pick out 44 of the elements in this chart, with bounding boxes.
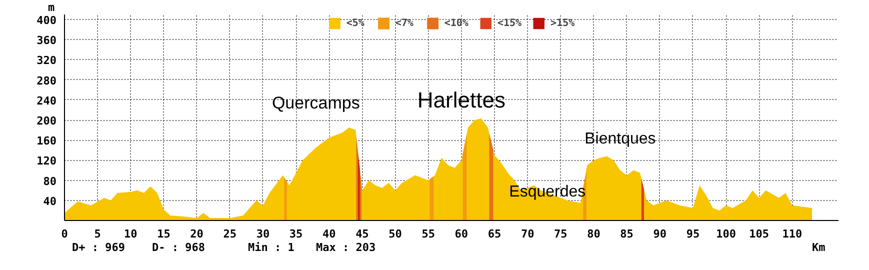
x-tick-label: 25 xyxy=(223,228,237,240)
x-tick-label: 55 xyxy=(422,228,435,240)
y-tick-label: 80 xyxy=(43,174,57,188)
x-tick-label: 5 xyxy=(94,228,101,240)
x-tick-label: 85 xyxy=(620,228,634,240)
x-tick-label: 80 xyxy=(587,228,600,240)
text: D+ : 969 xyxy=(72,240,125,256)
x-tick-label: 30 xyxy=(256,228,270,240)
y-tick-label: 400 xyxy=(36,14,57,28)
x-tick-label: 60 xyxy=(454,228,468,240)
y-tick-label: 240 xyxy=(36,94,57,108)
x-tick-label: 10 xyxy=(124,228,138,240)
annotation: Quercamps xyxy=(272,93,360,112)
x-axis-title: Km xyxy=(812,240,826,256)
y-tick-label: 120 xyxy=(36,154,57,168)
x-tick-label: 65 xyxy=(488,228,502,240)
x-tick-label: 95 xyxy=(686,228,700,240)
y-tick-label: 160 xyxy=(36,134,57,148)
text: Max : 203 xyxy=(316,240,376,256)
x-tick-label: 40 xyxy=(322,228,336,240)
x-tick-label: 105 xyxy=(749,228,770,240)
legend-label: <15% xyxy=(497,18,522,28)
x-tick-label: 110 xyxy=(782,228,802,240)
x-tick-label: 100 xyxy=(716,228,736,240)
legend-label: <7% xyxy=(395,18,414,28)
x-tick-label: 35 xyxy=(289,228,303,240)
x-tick-label: 70 xyxy=(520,228,534,240)
y-tick-label: 200 xyxy=(36,114,57,128)
x-tick-label: 50 xyxy=(388,228,402,240)
x-tick-label: 0 xyxy=(61,228,68,240)
annotation: Bientques xyxy=(584,130,656,148)
y-tick-label: 320 xyxy=(36,54,57,68)
text: Min : 1 xyxy=(248,240,294,256)
text: D- : 968 xyxy=(152,240,205,256)
x-tick-label: 75 xyxy=(554,228,568,240)
annotation: Harlettes xyxy=(417,87,506,112)
y-axis-title: m xyxy=(48,0,55,16)
x-tick-label: 45 xyxy=(356,228,369,240)
x-tick-label: 90 xyxy=(653,228,667,240)
x-tick-label: 15 xyxy=(157,228,170,240)
y-tick-label: 360 xyxy=(36,34,57,48)
x-tick-label: 20 xyxy=(190,228,204,240)
y-tick-label: 40 xyxy=(43,194,57,208)
y-tick-label: 280 xyxy=(36,74,57,88)
